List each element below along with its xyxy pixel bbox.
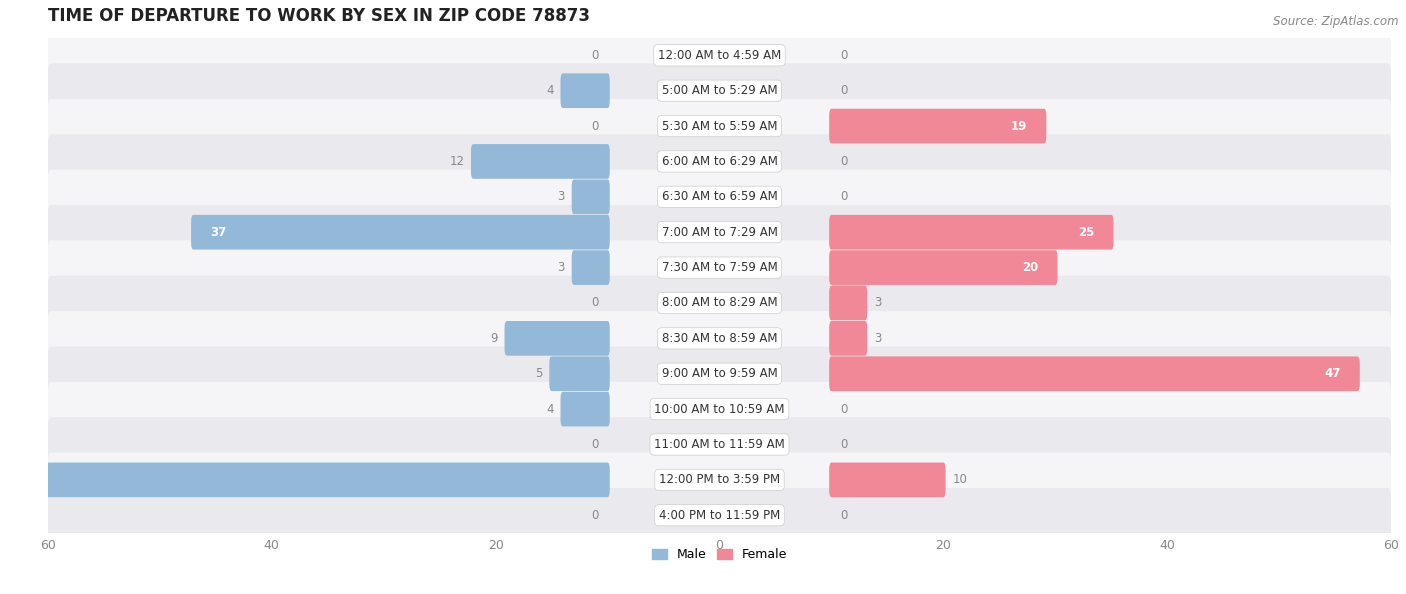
FancyBboxPatch shape [191,215,610,249]
FancyBboxPatch shape [830,321,868,356]
Text: 4:00 PM to 11:59 PM: 4:00 PM to 11:59 PM [659,509,780,522]
FancyBboxPatch shape [471,144,610,179]
Text: 3: 3 [875,296,882,309]
FancyBboxPatch shape [48,28,1391,83]
FancyBboxPatch shape [505,321,610,356]
Text: 7:30 AM to 7:59 AM: 7:30 AM to 7:59 AM [662,261,778,274]
Text: 5:00 AM to 5:29 AM: 5:00 AM to 5:29 AM [662,84,778,97]
Text: 12:00 PM to 3:59 PM: 12:00 PM to 3:59 PM [659,473,780,486]
Text: Source: ZipAtlas.com: Source: ZipAtlas.com [1274,15,1399,28]
Text: 8:00 AM to 8:29 AM: 8:00 AM to 8:29 AM [662,296,778,309]
Text: 3: 3 [558,190,565,203]
Text: 20: 20 [1022,261,1039,274]
FancyBboxPatch shape [48,488,1391,542]
FancyBboxPatch shape [48,134,1391,189]
FancyBboxPatch shape [48,453,1391,507]
Text: 19: 19 [1011,119,1028,132]
Text: 0: 0 [591,438,599,451]
Text: 0: 0 [591,296,599,309]
Text: 0: 0 [591,119,599,132]
FancyBboxPatch shape [572,179,610,214]
Text: 37: 37 [209,226,226,239]
Text: 0: 0 [841,438,848,451]
Text: 0: 0 [841,49,848,62]
FancyBboxPatch shape [48,311,1391,365]
Text: 0: 0 [591,49,599,62]
Text: 6:30 AM to 6:59 AM: 6:30 AM to 6:59 AM [662,190,778,203]
FancyBboxPatch shape [830,356,1360,391]
Legend: Male, Female: Male, Female [647,544,792,566]
Text: 4: 4 [547,84,554,97]
Text: 10: 10 [952,473,967,486]
FancyBboxPatch shape [561,73,610,108]
FancyBboxPatch shape [48,346,1391,401]
Text: 56: 56 [0,473,14,486]
Text: 0: 0 [841,84,848,97]
Text: 9: 9 [491,332,498,345]
Text: 4: 4 [547,403,554,416]
FancyBboxPatch shape [830,250,1057,285]
FancyBboxPatch shape [48,99,1391,153]
Text: 10:00 AM to 10:59 AM: 10:00 AM to 10:59 AM [654,403,785,416]
Text: 7:00 AM to 7:29 AM: 7:00 AM to 7:29 AM [662,226,778,239]
Text: 9:00 AM to 9:59 AM: 9:00 AM to 9:59 AM [662,367,778,380]
Text: 11:00 AM to 11:59 AM: 11:00 AM to 11:59 AM [654,438,785,451]
Text: 25: 25 [1078,226,1094,239]
Text: 6:00 AM to 6:29 AM: 6:00 AM to 6:29 AM [662,155,778,168]
FancyBboxPatch shape [830,463,946,497]
Text: 3: 3 [558,261,565,274]
FancyBboxPatch shape [0,463,610,497]
Text: 8:30 AM to 8:59 AM: 8:30 AM to 8:59 AM [662,332,778,345]
FancyBboxPatch shape [48,169,1391,224]
FancyBboxPatch shape [48,241,1391,295]
Text: 3: 3 [875,332,882,345]
FancyBboxPatch shape [572,250,610,285]
Text: 0: 0 [841,155,848,168]
FancyBboxPatch shape [48,417,1391,472]
FancyBboxPatch shape [48,205,1391,260]
Text: 47: 47 [1324,367,1341,380]
Text: 0: 0 [841,403,848,416]
FancyBboxPatch shape [48,382,1391,437]
FancyBboxPatch shape [830,109,1046,143]
FancyBboxPatch shape [550,356,610,391]
Text: 0: 0 [841,509,848,522]
FancyBboxPatch shape [830,286,868,320]
FancyBboxPatch shape [830,215,1114,249]
FancyBboxPatch shape [48,64,1391,118]
Text: 0: 0 [841,190,848,203]
Text: 12: 12 [450,155,464,168]
Text: 12:00 AM to 4:59 AM: 12:00 AM to 4:59 AM [658,49,782,62]
FancyBboxPatch shape [48,276,1391,330]
Text: 5: 5 [536,367,543,380]
Text: 0: 0 [591,509,599,522]
FancyBboxPatch shape [561,392,610,426]
Text: 5:30 AM to 5:59 AM: 5:30 AM to 5:59 AM [662,119,778,132]
Text: TIME OF DEPARTURE TO WORK BY SEX IN ZIP CODE 78873: TIME OF DEPARTURE TO WORK BY SEX IN ZIP … [48,7,589,25]
